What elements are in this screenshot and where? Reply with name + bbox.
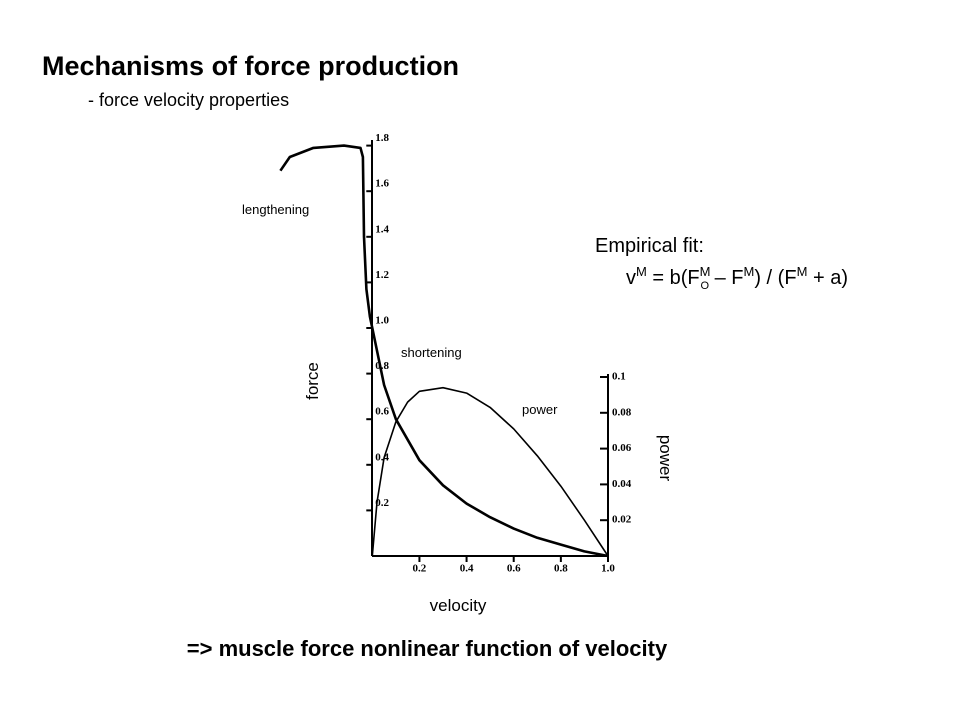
y2-axis-title: power (656, 435, 675, 482)
eq-sup: M (744, 264, 755, 279)
x-tick-label: 0.4 (460, 563, 474, 575)
y-tick-label: 0.8 (375, 360, 389, 372)
y2-tick-label: 0.1 (612, 371, 626, 383)
slide-subtitle: - force velocity properties (88, 90, 289, 110)
y-tick-label: 1.8 (375, 132, 389, 144)
x-axis-title: velocity (430, 596, 487, 615)
eq-part: – F (709, 267, 743, 289)
y-tick-label: 0.6 (375, 406, 389, 418)
eq-part: + a) (807, 267, 848, 289)
annotation: power (522, 402, 558, 417)
series-line (279, 144, 609, 558)
y2-tick-label: 0.02 (612, 514, 632, 526)
eq-sup: M (700, 264, 711, 279)
eq-sup: M (797, 264, 808, 279)
x-tick-label: 0.6 (507, 563, 521, 575)
y-tick-label: 0.2 (375, 497, 389, 509)
eq-part: = b(F (647, 267, 700, 289)
x-tick-label: 0.8 (554, 563, 568, 575)
y-tick-label: 1.2 (375, 269, 389, 281)
y-tick-label: 1.6 (375, 178, 389, 190)
eq-part: ) / (F (754, 267, 796, 289)
series-line (371, 386, 609, 557)
fit-equation: vM = b(FM O – FM) / (FM + a) (626, 264, 848, 292)
x-tick-label: 1.0 (601, 563, 615, 575)
x-tick-label: 0.2 (413, 563, 427, 575)
annotation: lengthening (242, 202, 309, 217)
slide-title: Mechanisms of force production (42, 51, 459, 81)
eq-part: v (626, 267, 636, 289)
y2-tick-label: 0.08 (612, 406, 632, 418)
y2-tick-label: 0.06 (612, 442, 632, 454)
conclusion: => muscle force nonlinear function of ve… (187, 636, 668, 661)
y-tick-label: 1.0 (375, 315, 389, 327)
eq-sub: O (700, 280, 709, 292)
y2-tick-label: 0.04 (612, 478, 632, 490)
y-tick-label: 0.4 (375, 451, 389, 463)
y-tick-label: 1.4 (375, 223, 389, 235)
annotation: shortening (401, 345, 462, 360)
fit-label: Empirical fit: (595, 235, 704, 257)
eq-sup: M (636, 264, 647, 279)
y-axis-title: force (303, 362, 322, 400)
